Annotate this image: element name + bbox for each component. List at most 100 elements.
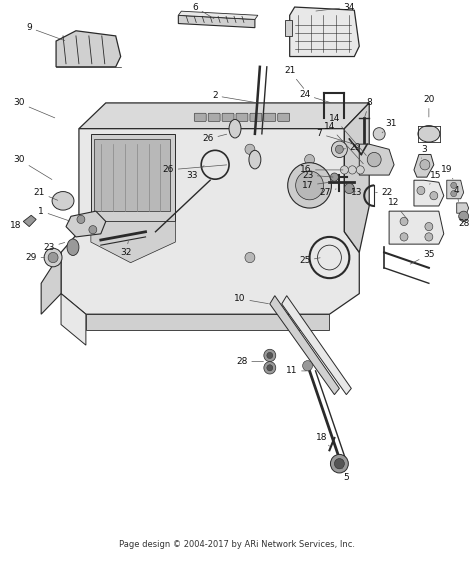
Ellipse shape — [418, 126, 440, 142]
Text: 28: 28 — [236, 357, 264, 366]
FancyBboxPatch shape — [194, 113, 206, 122]
Text: 34: 34 — [316, 3, 355, 12]
Circle shape — [305, 196, 315, 206]
Circle shape — [400, 217, 408, 226]
Text: 14: 14 — [329, 114, 366, 155]
Circle shape — [417, 186, 425, 195]
Circle shape — [245, 144, 255, 154]
Circle shape — [330, 454, 348, 473]
FancyBboxPatch shape — [222, 113, 234, 122]
Polygon shape — [178, 11, 258, 19]
Circle shape — [302, 361, 312, 371]
Polygon shape — [91, 221, 175, 263]
Text: 30: 30 — [14, 99, 55, 118]
Circle shape — [400, 233, 408, 241]
Text: 17: 17 — [302, 181, 328, 190]
Circle shape — [48, 252, 58, 263]
Text: 28: 28 — [458, 217, 469, 228]
Text: 35: 35 — [410, 250, 435, 264]
Polygon shape — [79, 103, 369, 129]
Ellipse shape — [249, 150, 261, 169]
Text: 32: 32 — [120, 242, 131, 257]
Text: 25: 25 — [299, 256, 320, 265]
Text: 12: 12 — [388, 198, 408, 220]
Text: 19: 19 — [441, 166, 453, 179]
Circle shape — [77, 215, 85, 224]
Text: 3: 3 — [421, 145, 427, 158]
Circle shape — [89, 226, 97, 234]
Text: 30: 30 — [14, 155, 52, 180]
Text: 2: 2 — [212, 91, 256, 102]
Text: 29: 29 — [26, 253, 45, 262]
Text: Page design © 2004-2017 by ARi Network Services, Inc.: Page design © 2004-2017 by ARi Network S… — [119, 540, 355, 549]
Polygon shape — [61, 294, 86, 345]
Circle shape — [420, 159, 430, 170]
Polygon shape — [41, 252, 61, 314]
Polygon shape — [285, 20, 292, 36]
Text: 20: 20 — [423, 95, 435, 117]
Circle shape — [264, 361, 276, 374]
Circle shape — [245, 252, 255, 263]
Text: 4: 4 — [454, 186, 459, 202]
Text: 13: 13 — [351, 188, 362, 197]
Text: 10: 10 — [234, 294, 268, 303]
Polygon shape — [345, 103, 369, 252]
Polygon shape — [23, 215, 36, 226]
Ellipse shape — [67, 239, 79, 256]
Polygon shape — [290, 7, 359, 56]
Text: 8: 8 — [365, 99, 372, 117]
Text: 24: 24 — [299, 90, 330, 102]
Text: 21: 21 — [34, 188, 58, 200]
Polygon shape — [270, 296, 339, 395]
Circle shape — [348, 166, 356, 174]
Circle shape — [451, 182, 457, 189]
Circle shape — [296, 171, 323, 200]
Circle shape — [264, 349, 276, 361]
Circle shape — [288, 163, 331, 208]
Text: 26: 26 — [163, 165, 227, 175]
Circle shape — [267, 365, 273, 371]
FancyBboxPatch shape — [264, 113, 276, 122]
Polygon shape — [86, 314, 329, 330]
Text: 16: 16 — [300, 166, 343, 175]
FancyBboxPatch shape — [236, 113, 248, 122]
Polygon shape — [414, 180, 444, 206]
Polygon shape — [457, 203, 469, 213]
Text: 31: 31 — [382, 119, 397, 133]
Ellipse shape — [229, 119, 241, 138]
Circle shape — [330, 173, 338, 181]
Text: 26: 26 — [202, 134, 227, 144]
Text: 33: 33 — [186, 166, 204, 180]
Text: 18: 18 — [9, 220, 26, 230]
Circle shape — [267, 352, 273, 359]
FancyBboxPatch shape — [250, 113, 262, 122]
Circle shape — [335, 458, 345, 469]
Circle shape — [345, 184, 354, 194]
Polygon shape — [66, 211, 106, 237]
Text: 5: 5 — [342, 467, 349, 481]
Polygon shape — [178, 15, 255, 28]
Polygon shape — [389, 211, 444, 244]
Text: 29: 29 — [343, 143, 361, 152]
Text: 23: 23 — [302, 171, 333, 180]
Circle shape — [373, 128, 385, 140]
Text: 11: 11 — [286, 367, 306, 376]
Circle shape — [430, 191, 438, 200]
Text: 6: 6 — [192, 3, 214, 19]
Text: 14: 14 — [324, 122, 363, 164]
Text: 1: 1 — [38, 207, 70, 221]
Circle shape — [451, 190, 457, 196]
Text: 9: 9 — [27, 23, 64, 41]
Circle shape — [44, 248, 62, 267]
Polygon shape — [447, 180, 464, 199]
Text: ARi: ARi — [169, 239, 305, 307]
Text: 18: 18 — [316, 434, 329, 446]
Text: 23: 23 — [44, 243, 64, 252]
Text: 27: 27 — [320, 188, 336, 197]
Circle shape — [367, 153, 381, 167]
Polygon shape — [359, 144, 394, 175]
Polygon shape — [282, 296, 351, 395]
FancyBboxPatch shape — [278, 113, 290, 122]
Circle shape — [356, 166, 364, 174]
Polygon shape — [94, 139, 170, 211]
